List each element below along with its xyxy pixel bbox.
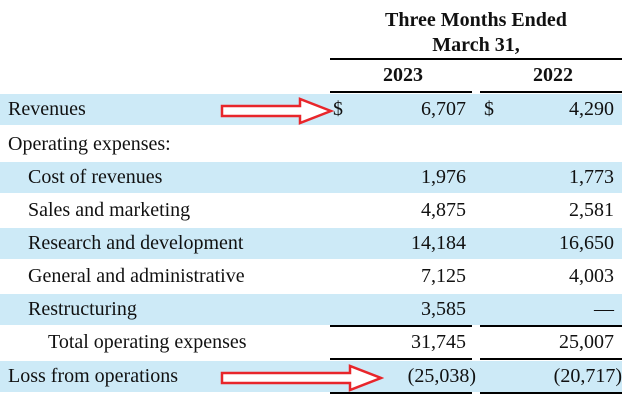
table-row-general-and-administrative: General and administrative 7,125 4,003 <box>0 261 622 292</box>
value-2022: 1,773 <box>569 166 614 188</box>
period-header-line1: Three Months Ended <box>385 9 567 31</box>
year-2023-header: 2023 <box>383 64 423 86</box>
row-label: Operating expenses: <box>8 133 171 155</box>
table-row-sales-and-marketing: Sales and marketing 4,875 2,581 <box>0 195 622 226</box>
value-2023: (25,038) <box>407 365 476 387</box>
final-rule-2022 <box>480 392 622 394</box>
row-label: Restructuring <box>28 298 137 320</box>
row-label: Sales and marketing <box>28 199 191 221</box>
row-label: General and administrative <box>28 265 245 287</box>
value-2023: 1,976 <box>421 166 466 188</box>
value-2022: 2,581 <box>569 199 614 221</box>
table-row-operating-expenses-heading: Operating expenses: <box>0 129 622 160</box>
value-2022: 4,290 <box>569 98 614 120</box>
year-2022-rule <box>480 91 622 93</box>
value-2023: 3,585 <box>421 298 466 320</box>
row-label: Revenues <box>8 98 86 120</box>
row-label: Total operating expenses <box>48 331 247 353</box>
value-2022: (20,717) <box>553 365 622 387</box>
value-2022: — <box>594 298 614 320</box>
currency-symbol-2023: $ <box>333 98 343 120</box>
value-2023: 31,745 <box>411 331 466 353</box>
row-label: Cost of revenues <box>28 166 163 188</box>
total-rule-2022 <box>480 358 622 360</box>
table-row-cost-of-revenues: Cost of revenues 1,976 1,773 <box>0 162 622 193</box>
year-2022-header: 2022 <box>533 64 573 86</box>
value-2022: 16,650 <box>559 232 614 254</box>
final-rule-2023 <box>330 392 472 394</box>
header-rule <box>330 58 622 60</box>
value-2023: 7,125 <box>421 265 466 287</box>
table-row-restructuring: Restructuring 3,585 — <box>0 294 622 325</box>
currency-symbol-2022: $ <box>484 98 494 120</box>
year-2023-rule <box>330 91 472 93</box>
value-2022: 25,007 <box>559 331 614 353</box>
table-row-research-and-development: Research and development 14,184 16,650 <box>0 228 622 259</box>
value-2023: 6,707 <box>421 98 466 120</box>
subtotal-rule-2022 <box>480 325 622 327</box>
row-label: Loss from operations <box>8 365 178 387</box>
row-label: Research and development <box>28 232 244 254</box>
subtotal-rule-2023 <box>330 325 472 327</box>
value-2022: 4,003 <box>569 265 614 287</box>
arrow-icon <box>220 364 384 392</box>
total-rule-2023 <box>330 358 472 360</box>
value-2023: 4,875 <box>421 199 466 221</box>
period-header-line2: March 31, <box>432 34 520 56</box>
arrow-icon <box>220 97 334 125</box>
table-row-total-operating-expenses: Total operating expenses 31,745 25,007 <box>0 327 622 358</box>
table-row-loss-from-operations: Loss from operations (25,038) (20,717) <box>0 361 622 392</box>
value-2023: 14,184 <box>411 232 466 254</box>
